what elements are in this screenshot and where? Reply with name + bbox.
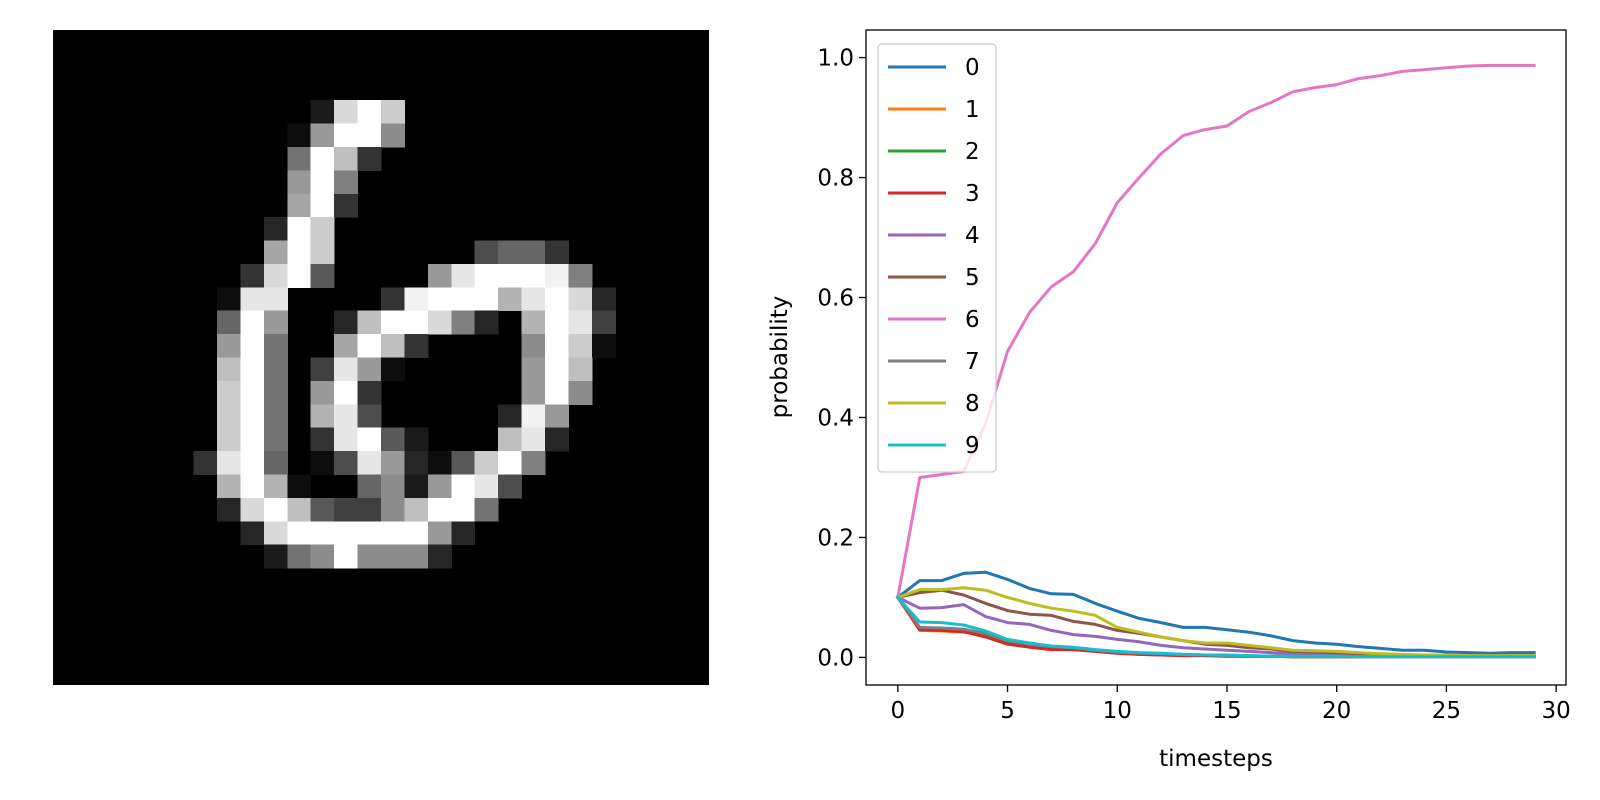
x-tick-label: 25 [1432, 698, 1461, 724]
y-tick-label: 0.8 [817, 166, 854, 192]
legend-label-4: 4 [965, 223, 980, 249]
x-tick-label: 30 [1541, 698, 1570, 724]
series-line-8 [895, 586, 1536, 658]
legend: 0 1 2 3 4 5 6 7 8 9 [877, 43, 997, 473]
legend-label-6: 6 [965, 307, 980, 333]
y-axis-label: probability [767, 296, 793, 419]
x-tick-label: 20 [1322, 698, 1351, 724]
legend-label-8: 8 [965, 391, 980, 417]
x-ticks: 0 5 10 15 20 25 30 [890, 685, 1571, 724]
legend-label-5: 5 [965, 265, 980, 291]
x-tick-label: 0 [890, 698, 905, 724]
series-line-5 [896, 588, 1536, 658]
legend-label-2: 2 [965, 139, 980, 165]
legend-label-9: 9 [965, 433, 980, 459]
legend-label-1: 1 [965, 97, 980, 123]
y-tick-label: 0.6 [817, 286, 854, 312]
digit-image [53, 30, 709, 685]
digit-pixel-grid [193, 100, 616, 569]
series-line-6 [896, 63, 1536, 600]
legend-label-7: 7 [965, 349, 980, 375]
series-line-9 [895, 595, 1536, 659]
x-tick-label: 15 [1212, 698, 1241, 724]
y-tick-label: 0.0 [817, 645, 854, 671]
x-tick-label: 5 [1000, 698, 1015, 724]
legend-label-0: 0 [965, 55, 980, 81]
plot-area-frame [865, 29, 1567, 686]
series-line-0 [895, 570, 1536, 655]
y-tick-label: 0.4 [817, 405, 854, 431]
y-ticks: 0.0 0.2 0.4 0.6 0.8 1.0 [817, 46, 866, 671]
y-tick-label: 0.2 [817, 525, 854, 551]
x-tick-label: 10 [1103, 698, 1132, 724]
series-layer [895, 63, 1536, 659]
legend-label-3: 3 [965, 181, 980, 207]
y-tick-label: 1.0 [817, 46, 854, 72]
x-axis-label: timesteps [1159, 746, 1273, 772]
